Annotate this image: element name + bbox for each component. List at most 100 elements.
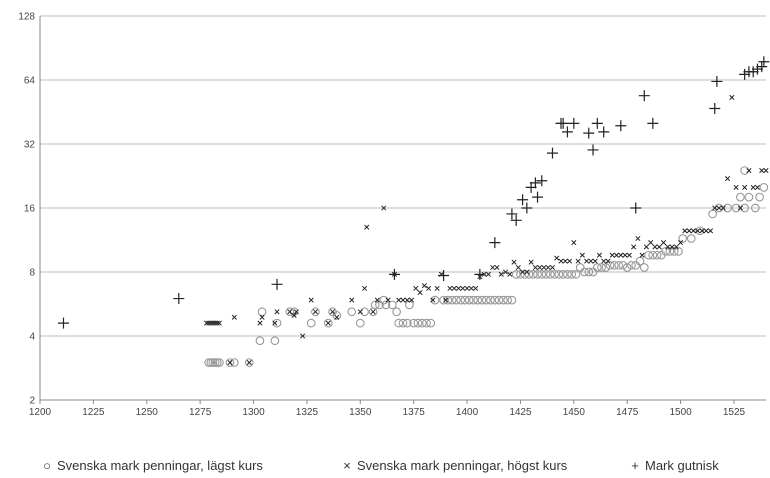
x-tick-label: 1400 xyxy=(456,407,479,418)
data-point-x xyxy=(554,255,560,261)
data-point-x xyxy=(588,258,594,264)
data-point-circle xyxy=(398,318,408,328)
data-point-x xyxy=(417,290,423,296)
data-point-circle xyxy=(257,307,267,317)
data-point-x xyxy=(746,168,752,174)
legend-label-hogst: Svenska mark penningar, högst kurs xyxy=(357,458,568,473)
data-point-x xyxy=(665,244,671,250)
data-point-circle xyxy=(387,300,397,310)
data-point-x xyxy=(759,168,765,174)
data-point-x xyxy=(643,244,649,250)
data-point-circle xyxy=(584,267,594,277)
y-tick-label: 2 xyxy=(29,396,35,407)
data-point-x xyxy=(733,184,739,190)
y-tick-label: 64 xyxy=(24,76,36,87)
data-point-circle xyxy=(545,269,555,279)
data-point-circle xyxy=(473,295,483,305)
data-point-x xyxy=(678,240,684,246)
data-point-circle xyxy=(550,269,559,279)
data-point-x xyxy=(206,320,212,326)
data-point-circle xyxy=(661,247,670,256)
data-point-x xyxy=(669,244,675,250)
data-point-x xyxy=(212,320,218,326)
data-point-circle xyxy=(255,336,265,346)
x-tick-label: 1525 xyxy=(723,407,746,418)
data-point-plus xyxy=(536,175,548,187)
data-point-circle xyxy=(456,295,466,305)
data-point-x xyxy=(434,285,440,291)
data-point-x xyxy=(455,285,462,291)
data-point-circle xyxy=(622,263,632,272)
data-point-circle xyxy=(430,295,440,305)
data-point-plus xyxy=(561,126,573,138)
data-point-x xyxy=(498,271,504,277)
data-point-circle xyxy=(750,203,760,213)
data-point-circle xyxy=(605,260,615,270)
data-point-plus xyxy=(525,181,537,193)
data-point-circle xyxy=(744,192,754,202)
y-tick-label: 8 xyxy=(29,268,35,279)
data-point-plus xyxy=(57,317,69,329)
data-point-circle xyxy=(469,295,478,305)
data-point-plus xyxy=(598,126,610,138)
data-point-circle xyxy=(212,358,222,367)
data-point-x xyxy=(562,258,568,264)
data-point-x xyxy=(464,285,470,291)
data-point-circle xyxy=(347,307,357,317)
data-point-x xyxy=(274,309,280,315)
data-point-circle xyxy=(639,263,649,272)
data-point-x xyxy=(246,360,252,366)
data-point-x xyxy=(408,297,415,303)
data-point-circle xyxy=(601,263,611,272)
x-tick-label: 1250 xyxy=(136,407,159,418)
data-point-x xyxy=(404,297,410,303)
legend: ○ Svenska mark penningar, lägst kurs × Sve… xyxy=(0,458,770,478)
data-point-circle xyxy=(370,300,380,310)
data-point-x xyxy=(631,244,637,250)
data-point-circle xyxy=(644,250,653,260)
data-point-circle xyxy=(443,295,453,305)
data-point-x xyxy=(329,309,336,315)
data-point-x xyxy=(259,314,265,320)
data-point-x xyxy=(308,297,314,303)
data-point-circle xyxy=(206,358,216,367)
data-point-plus xyxy=(630,202,642,214)
data-point-circle xyxy=(409,318,419,328)
data-point-x xyxy=(210,320,216,326)
x-tick-label: 1300 xyxy=(242,407,265,418)
data-point-plus xyxy=(546,147,558,159)
data-point-circle xyxy=(332,311,342,320)
data-point-x xyxy=(703,228,709,234)
data-point-circle xyxy=(686,234,696,243)
data-point-x xyxy=(652,244,658,250)
data-point-circle xyxy=(580,267,589,277)
data-point-plus xyxy=(474,268,486,280)
data-point-plus xyxy=(438,270,450,282)
x-tick-label: 1425 xyxy=(509,407,532,418)
data-point-circle xyxy=(270,336,280,346)
data-point-x xyxy=(451,285,457,291)
data-point-x xyxy=(208,320,214,326)
x-tick-label: 1450 xyxy=(563,407,586,418)
y-tick-label: 4 xyxy=(29,332,35,343)
data-point-circle xyxy=(695,226,705,236)
data-point-circle xyxy=(323,318,333,328)
data-point-x xyxy=(695,228,701,234)
data-point-plus xyxy=(517,194,529,206)
data-point-x xyxy=(370,309,376,315)
data-point-circle xyxy=(652,250,662,260)
data-point-plus xyxy=(173,293,185,305)
data-point-circle xyxy=(592,263,602,272)
data-point-x xyxy=(494,264,500,271)
data-point-x xyxy=(648,240,654,246)
data-point-x xyxy=(605,258,611,264)
data-point-plus xyxy=(529,177,541,189)
data-point-circle xyxy=(759,183,769,192)
data-point-x xyxy=(707,228,714,234)
data-point-x xyxy=(584,258,590,264)
data-point-circle xyxy=(537,269,547,279)
data-point-x xyxy=(502,269,509,275)
data-point-circle xyxy=(563,269,572,279)
y-tick-label: 128 xyxy=(18,12,35,23)
data-point-plus xyxy=(758,56,770,68)
